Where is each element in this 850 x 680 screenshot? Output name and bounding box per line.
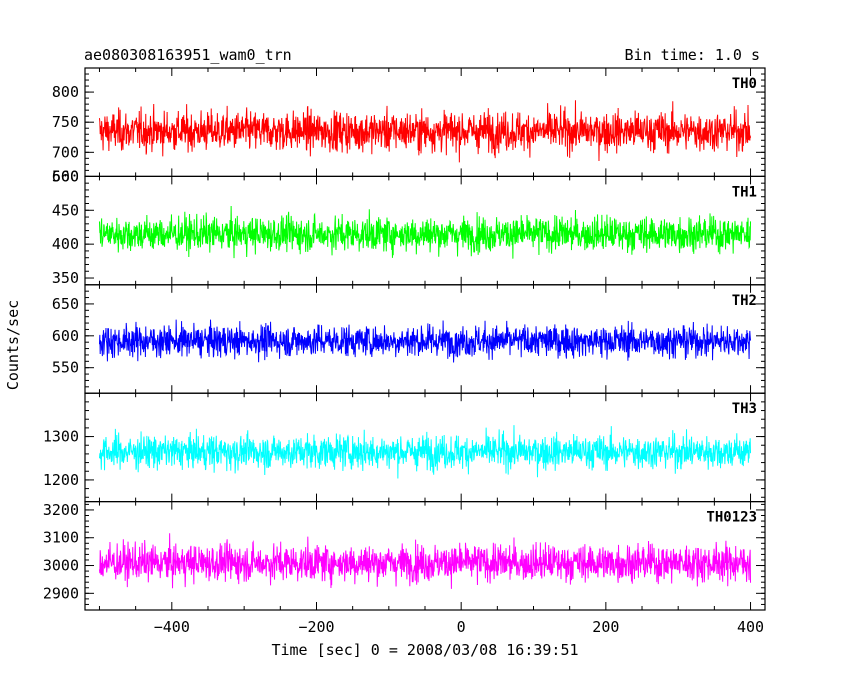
bin-time-label: Bin time: 1.0 s xyxy=(624,46,760,64)
x-tick-label: −200 xyxy=(298,618,334,636)
x-axis-label: Time [sec] 0 = 2008/03/08 16:39:51 xyxy=(271,641,578,659)
x-tick-label: 400 xyxy=(737,618,764,636)
y-tick-label: 1300 xyxy=(43,428,79,446)
y-tick-label: 400 xyxy=(52,235,79,253)
y-tick-label: 750 xyxy=(52,113,79,131)
x-tick-label: 200 xyxy=(592,618,619,636)
y-tick-label: 700 xyxy=(52,143,79,161)
panel-label-th1: TH1 xyxy=(732,184,757,200)
y-tick-label: 3000 xyxy=(43,557,79,575)
y-tick-label: 600 xyxy=(52,327,79,345)
chart-title: ae080308163951_wam0_trn xyxy=(84,46,292,64)
y-axis-label: Counts/sec xyxy=(4,300,22,390)
x-tick-label: −400 xyxy=(154,618,190,636)
y-tick-label: 2900 xyxy=(43,584,79,602)
panel-label-th3: TH3 xyxy=(732,401,757,417)
series-th3 xyxy=(98,425,752,479)
y-tick-label: 800 xyxy=(52,83,79,101)
y-edge-label: 660 xyxy=(52,167,79,185)
y-tick-label: 550 xyxy=(52,359,79,377)
y-tick-label: 1200 xyxy=(43,471,79,489)
panel-label-th2: TH2 xyxy=(732,293,757,309)
y-tick-label: 450 xyxy=(52,201,79,219)
x-tick-label: 0 xyxy=(457,618,466,636)
series-th0 xyxy=(98,100,752,163)
y-tick-label: 3100 xyxy=(43,529,79,547)
y-tick-label: 350 xyxy=(52,269,79,287)
series-th0123 xyxy=(98,533,752,589)
series-th1 xyxy=(98,206,752,259)
panel-label-th0: TH0 xyxy=(732,76,757,92)
panels-group: 700 750 800 660 TH0 350 400 450 500 TH1 550 600 650 T… xyxy=(43,67,766,611)
panel-label-th0123: TH0123 xyxy=(706,510,757,526)
series-th2 xyxy=(98,319,752,363)
x-axis: −400 −200 0 200 400 xyxy=(154,618,764,636)
y-edge-label: 500 xyxy=(52,167,79,185)
y-tick-label: 650 xyxy=(52,295,79,313)
y-tick-label: 3200 xyxy=(43,501,79,519)
